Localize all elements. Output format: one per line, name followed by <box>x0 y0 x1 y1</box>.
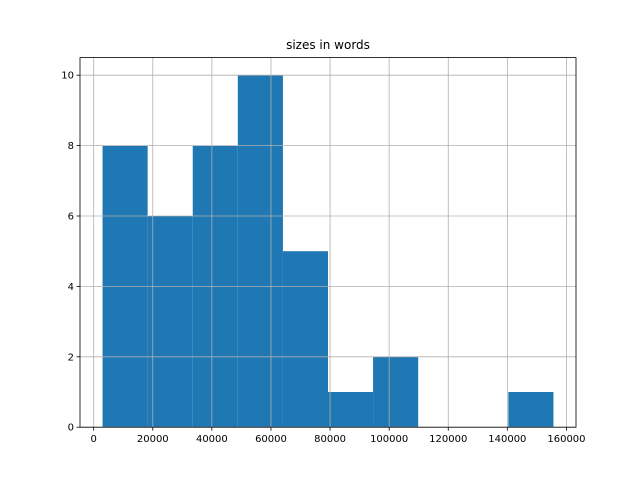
x-tick-label: 100000 <box>370 434 408 445</box>
y-tick-label: 8 <box>68 141 74 152</box>
x-tick-label: 120000 <box>429 434 467 445</box>
plot-frame <box>79 57 577 428</box>
x-tick-label: 40000 <box>196 434 228 445</box>
x-tick-label: 20000 <box>137 434 169 445</box>
bar <box>373 356 419 428</box>
chart-title: sizes in words <box>286 38 370 52</box>
y-tick-label: 0 <box>68 423 74 434</box>
x-tick-label: 60000 <box>255 434 287 445</box>
bar <box>147 216 193 428</box>
y-tick-label: 10 <box>61 71 74 82</box>
bar <box>237 75 283 428</box>
bar <box>282 251 328 428</box>
x-tick-label: 160000 <box>547 434 585 445</box>
bar <box>328 392 374 428</box>
x-tick-label: 140000 <box>488 434 526 445</box>
y-tick-label: 6 <box>68 212 74 223</box>
bar <box>508 392 554 428</box>
x-tick-label: 0 <box>90 434 96 445</box>
y-tick-label: 4 <box>68 282 74 293</box>
y-tick-label: 2 <box>68 352 74 363</box>
x-tick-label: 80000 <box>314 434 346 445</box>
